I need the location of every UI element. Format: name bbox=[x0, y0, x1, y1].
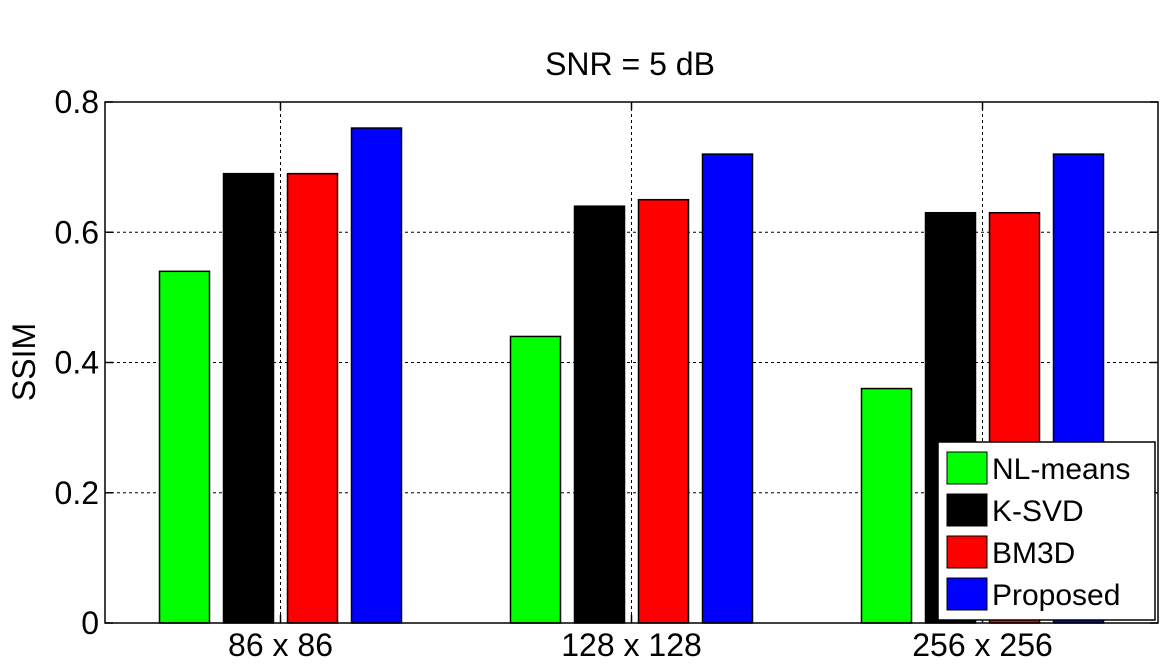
y-tick-label: 0.8 bbox=[55, 84, 99, 120]
bar-proposed-1 bbox=[701, 153, 754, 624]
bar-nl-means-0 bbox=[158, 270, 211, 624]
x-tick-label: 86 x 86 bbox=[228, 627, 333, 662]
bar-proposed-0 bbox=[350, 127, 403, 624]
bar-bm3d-0 bbox=[286, 172, 339, 624]
y-axis-label: SSIM bbox=[6, 323, 42, 401]
y-tick-label: 0.2 bbox=[55, 475, 99, 511]
bar-bm3d-1 bbox=[637, 198, 690, 624]
legend-swatch bbox=[946, 493, 988, 527]
legend-swatch bbox=[946, 451, 988, 485]
legend-label: BM3D bbox=[992, 537, 1075, 570]
x-tick-label: 256 x 256 bbox=[912, 627, 1053, 662]
legend-swatch bbox=[946, 577, 988, 611]
y-tick-label: 0 bbox=[81, 605, 99, 641]
bar-nl-means-2 bbox=[860, 387, 913, 624]
legend: NL-means K-SVD BM3D Proposed bbox=[937, 441, 1156, 621]
bar-k-svd-1 bbox=[573, 205, 626, 624]
axes bbox=[104, 101, 1159, 624]
legend-swatch bbox=[946, 535, 988, 569]
bar-k-svd-0 bbox=[222, 172, 275, 624]
tick-labels: 0 0.2 0.4 0.6 0.8 86 x 86 128 x 128 256 x 256 bbox=[55, 84, 1053, 663]
chart-title: SNR = 5 dB bbox=[545, 46, 715, 82]
legend-label: Proposed bbox=[992, 579, 1120, 612]
bars bbox=[158, 127, 1105, 624]
y-tick-label: 0.4 bbox=[55, 345, 99, 381]
x-tick-label: 128 x 128 bbox=[561, 627, 702, 662]
legend-label: NL-means bbox=[992, 453, 1130, 486]
legend-label: K-SVD bbox=[992, 495, 1084, 528]
y-tick-label: 0.6 bbox=[55, 214, 99, 250]
bar-nl-means-1 bbox=[509, 335, 562, 624]
